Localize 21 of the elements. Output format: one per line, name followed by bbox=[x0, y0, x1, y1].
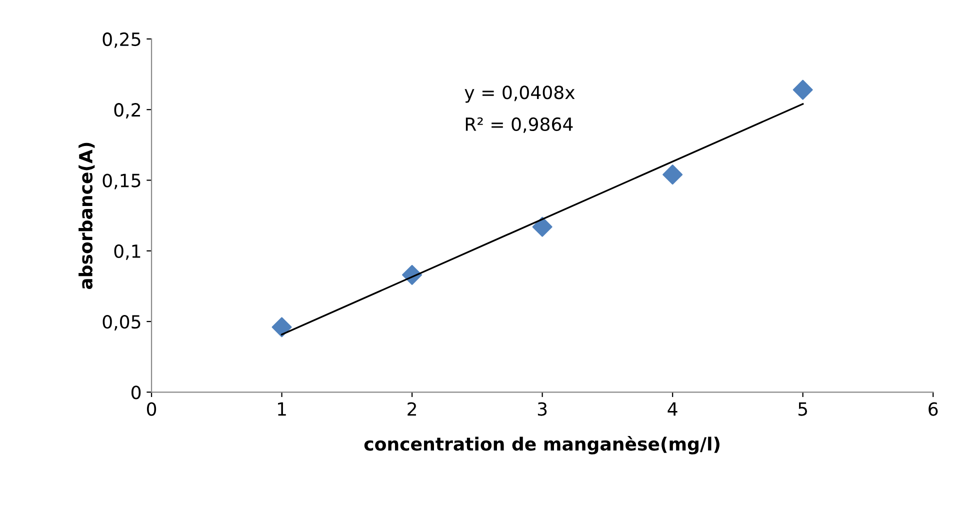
x-tick-label: 3 bbox=[538, 402, 547, 416]
point bbox=[792, 80, 813, 100]
x-axis-title: concentration de manganèse(mg/l) bbox=[364, 436, 720, 454]
y-tick-label: 0 bbox=[132, 386, 141, 400]
x-tick-label: 5 bbox=[798, 402, 808, 416]
y-tick-label: 0,1 bbox=[114, 244, 140, 260]
x-tick-label: 4 bbox=[668, 402, 678, 416]
point bbox=[272, 317, 292, 338]
y-tick-label: 0,15 bbox=[102, 174, 140, 190]
y-tick-label: 0,05 bbox=[102, 314, 140, 330]
y-tick-label: 0,2 bbox=[114, 103, 140, 119]
annotation: y = 0,0408x bbox=[464, 86, 575, 103]
y-axis-title: absorbance(A) bbox=[78, 142, 95, 290]
y-tick-label: 0,25 bbox=[102, 32, 140, 48]
point bbox=[662, 164, 683, 185]
x-tick-label: 1 bbox=[278, 402, 286, 416]
point bbox=[532, 216, 552, 237]
x-tick-label: 6 bbox=[928, 402, 938, 416]
x-tick-label: 0 bbox=[146, 402, 156, 416]
annotation: R² = 0,9864 bbox=[466, 117, 573, 133]
x-tick-label: 2 bbox=[408, 402, 416, 416]
